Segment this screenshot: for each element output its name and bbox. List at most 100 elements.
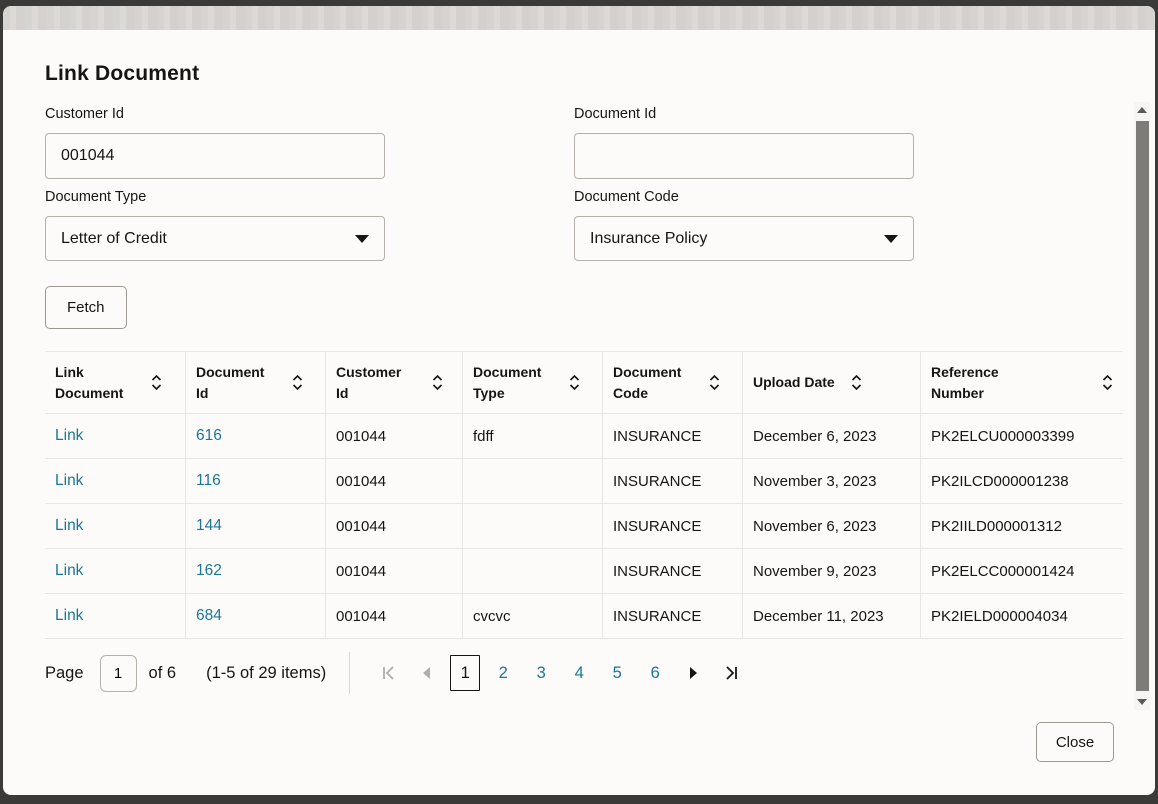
upload-date-cell: December 6, 2023 [743, 414, 921, 458]
next-page-icon[interactable] [678, 656, 708, 690]
pagination-bar: Page of 6 (1-5 of 29 items) 1 2 3 4 5 6 [45, 651, 1117, 695]
document-code-cell: INSURANCE [603, 549, 743, 593]
table-row: Link 616 001044 fdff INSURANCE December … [45, 414, 1123, 459]
upload-date-cell: November 3, 2023 [743, 459, 921, 503]
document-type-label: Document Type [45, 189, 147, 205]
column-header-customer-id[interactable]: Customer Id [326, 352, 463, 413]
page-button-3[interactable]: 3 [526, 655, 556, 691]
document-id-link[interactable]: 684 [196, 607, 222, 624]
items-summary: (1-5 of 29 items) [206, 663, 327, 682]
sort-updown-icon[interactable] [151, 374, 162, 391]
document-code-selected-value: Insurance Policy [590, 229, 708, 247]
reference-number-cell: PK2ELCU000003399 [931, 427, 1075, 445]
upload-date-cell: November 6, 2023 [743, 504, 921, 548]
scroll-down-icon[interactable] [1134, 694, 1150, 710]
column-header-document-id[interactable]: Document Id [186, 352, 326, 413]
sort-updown-icon[interactable] [569, 374, 580, 391]
vertical-scrollbar[interactable] [1134, 102, 1150, 710]
first-page-icon[interactable] [374, 656, 404, 690]
reference-number-cell: PK2IILD000001312 [931, 517, 1062, 535]
customer-id-cell: 001044 [326, 459, 463, 503]
sort-updown-icon[interactable] [292, 374, 303, 391]
page-number-input[interactable] [99, 654, 137, 692]
customer-id-cell: 001044 [326, 549, 463, 593]
page-label: Page [45, 663, 84, 682]
link-document-link[interactable]: Link [55, 472, 84, 489]
document-code-select[interactable]: Insurance Policy [574, 216, 914, 261]
dialog-footer: Close [1036, 722, 1114, 762]
document-id-input[interactable] [574, 133, 914, 179]
customer-id-cell: 001044 [326, 504, 463, 548]
document-id-link[interactable]: 616 [196, 427, 222, 444]
customer-id-input[interactable] [45, 133, 385, 179]
customer-id-cell: 001044 [326, 414, 463, 458]
document-type-cell: fdff [463, 414, 603, 458]
page-button-5[interactable]: 5 [602, 655, 632, 691]
sort-updown-icon[interactable] [709, 374, 720, 391]
previous-page-icon[interactable] [412, 656, 442, 690]
fetch-button[interactable]: Fetch [45, 286, 127, 329]
dialog-content: Link Document Customer Id Document Id Do… [3, 62, 1155, 695]
document-type-cell: cvcvc [463, 594, 603, 638]
table-row: Link 144 001044 INSURANCE November 6, 20… [45, 504, 1123, 549]
column-header-link-document[interactable]: Link Document [45, 352, 186, 413]
page-button-6[interactable]: 6 [640, 655, 670, 691]
scrollbar-thumb[interactable] [1135, 121, 1149, 691]
customer-id-cell: 001044 [326, 594, 463, 638]
column-header-upload-date[interactable]: Upload Date [743, 352, 921, 413]
page-button-2[interactable]: 2 [488, 655, 518, 691]
document-type-select[interactable]: Letter of Credit [45, 216, 385, 261]
page-button-1[interactable]: 1 [450, 655, 481, 691]
document-type-cell [463, 459, 603, 503]
table-row: Link 684 001044 cvcvc INSURANCE December… [45, 594, 1123, 639]
document-code-field-group: Document Code Insurance Policy [574, 189, 914, 261]
document-code-cell: INSURANCE [603, 459, 743, 503]
customer-id-field-group: Customer Id [45, 106, 385, 179]
chevron-down-icon [884, 234, 898, 243]
reference-number-cell: PK2IELD000004034 [931, 607, 1068, 625]
sort-updown-icon[interactable] [851, 374, 862, 391]
document-code-cell: INSURANCE [603, 504, 743, 548]
page-title: Link Document [45, 62, 200, 85]
search-form: Customer Id Document Id Document Type Le… [45, 106, 1117, 261]
pagination-nav: 1 2 3 4 5 6 [374, 655, 746, 691]
document-code-cell: INSURANCE [603, 594, 743, 638]
table-header-row: Link Document Document Id Customer Id Do… [45, 351, 1123, 414]
column-header-document-code[interactable]: Document Code [603, 352, 743, 413]
pagination-divider [349, 652, 351, 694]
scroll-up-icon[interactable] [1134, 102, 1150, 118]
upload-date-cell: November 9, 2023 [743, 549, 921, 593]
document-type-cell [463, 504, 603, 548]
reference-number-cell: PK2ELCC000001424 [931, 562, 1075, 580]
link-document-link[interactable]: Link [55, 517, 84, 534]
chevron-down-icon [355, 234, 369, 243]
link-document-dialog: Link Document Customer Id Document Id Do… [3, 6, 1155, 795]
column-header-reference-number[interactable]: Reference Number [921, 352, 1123, 413]
table-row: Link 116 001044 INSURANCE November 3, 20… [45, 459, 1123, 504]
column-header-document-type[interactable]: Document Type [463, 352, 603, 413]
document-type-selected-value: Letter of Credit [61, 229, 167, 247]
sort-updown-icon[interactable] [1102, 374, 1113, 391]
document-code-cell: INSURANCE [603, 414, 743, 458]
document-id-field-group: Document Id [574, 106, 914, 179]
customer-id-label: Customer Id [45, 106, 124, 122]
reference-number-cell: PK2ILCD000001238 [931, 472, 1069, 490]
document-id-label: Document Id [574, 106, 657, 122]
page-of-label: of 6 [148, 663, 177, 682]
upload-date-cell: December 11, 2023 [743, 594, 921, 638]
document-type-cell [463, 549, 603, 593]
documents-table: Link Document Document Id Customer Id Do… [45, 351, 1123, 639]
link-document-link[interactable]: Link [55, 427, 84, 444]
link-document-link[interactable]: Link [55, 562, 84, 579]
document-id-link[interactable]: 144 [196, 517, 222, 534]
close-button[interactable]: Close [1036, 722, 1114, 762]
link-document-link[interactable]: Link [55, 607, 84, 624]
document-type-field-group: Document Type Letter of Credit [45, 189, 385, 261]
document-id-link[interactable]: 116 [196, 472, 221, 489]
document-id-link[interactable]: 162 [196, 562, 222, 579]
page-button-4[interactable]: 4 [564, 655, 594, 691]
last-page-icon[interactable] [716, 656, 746, 690]
sort-updown-icon[interactable] [432, 374, 443, 391]
document-code-label: Document Code [574, 189, 679, 205]
table-row: Link 162 001044 INSURANCE November 9, 20… [45, 549, 1123, 594]
